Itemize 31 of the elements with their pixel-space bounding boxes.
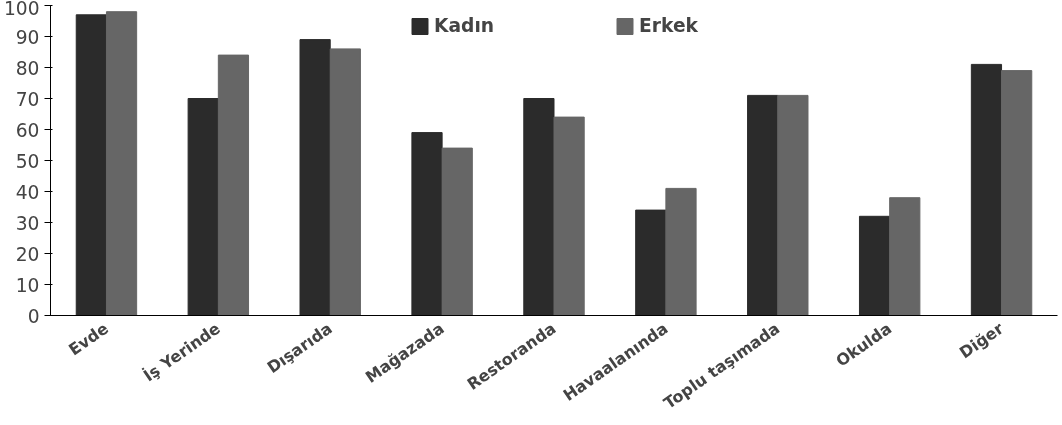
bar <box>665 187 697 316</box>
bar <box>858 215 891 316</box>
y-tick-label: 10 <box>15 274 40 296</box>
y-tick-label: 80 <box>15 57 40 79</box>
y-tick-label: 60 <box>15 119 40 141</box>
bar <box>1001 70 1033 316</box>
y-tick-label: 90 <box>15 26 40 48</box>
y-tick-label: 100 <box>3 0 40 19</box>
bar <box>299 39 331 316</box>
bar <box>75 14 107 316</box>
bar <box>523 98 555 316</box>
bar <box>217 54 250 316</box>
legend-label: Kadın <box>434 15 495 36</box>
bar <box>187 98 219 316</box>
y-tick-label: 20 <box>15 243 40 265</box>
bar <box>411 132 443 316</box>
y-tick-label: 70 <box>15 88 40 110</box>
bar <box>329 48 361 316</box>
bar <box>635 209 667 316</box>
y-tick-label: 50 <box>15 150 40 172</box>
y-tick-label: 30 <box>15 212 40 234</box>
bar <box>105 11 138 316</box>
bar <box>441 147 473 316</box>
bar <box>747 94 779 316</box>
y-tick-label: 0 <box>27 305 40 327</box>
bar <box>553 116 585 316</box>
y-tick-label: 40 <box>15 181 40 203</box>
bar <box>777 94 809 316</box>
bar <box>889 197 921 316</box>
bar <box>970 63 1003 316</box>
legend-label: Erkek <box>639 15 698 36</box>
